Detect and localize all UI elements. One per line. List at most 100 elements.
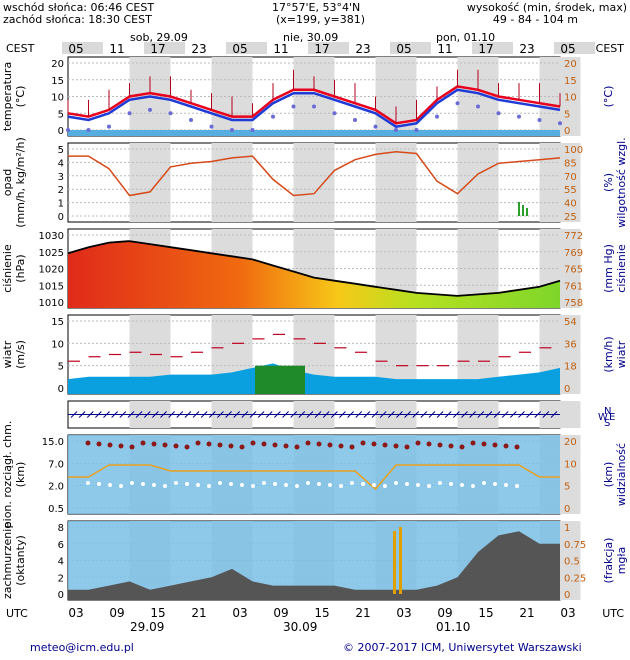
right-axis-unit: (%) <box>602 173 615 192</box>
left-tick: 0 <box>58 212 64 223</box>
panel-precip <box>67 142 581 223</box>
dewpoint-point <box>291 104 296 109</box>
wind-direction-arrow <box>86 411 94 418</box>
precip-bar <box>522 205 524 216</box>
footer-email[interactable]: meteo@icm.edu.pl <box>30 641 134 654</box>
cloud-base-point <box>218 481 222 485</box>
wind-direction-arrow <box>298 411 306 418</box>
cloud-base-point <box>108 483 112 487</box>
wind-direction-arrow <box>412 411 420 418</box>
left-tick: 10 <box>51 339 64 350</box>
top-tz-left: CEST <box>6 42 35 55</box>
bottom-hour-label: 09 <box>109 606 124 620</box>
left-axis-unit: (mm/h, kg/m²/h) <box>14 137 27 228</box>
wind-direction-arrow <box>274 411 281 418</box>
compass-e: E <box>609 412 615 423</box>
dewpoint-point <box>496 111 501 116</box>
wind-direction-arrow <box>493 411 501 418</box>
left-tick: 15 <box>51 317 64 328</box>
top-tz-right: CEST <box>596 42 625 55</box>
left-tick: 0 <box>58 126 64 137</box>
right-tick: 5 <box>564 109 570 120</box>
left-axis-label: pion. rozciągł. chm. <box>1 421 14 529</box>
cloud-top-point <box>404 444 410 450</box>
right-tick: 25 <box>564 212 577 223</box>
wind-direction-arrow <box>233 411 241 418</box>
visibility-line <box>68 464 560 491</box>
left-tick: 6 <box>58 540 64 551</box>
bottom-hour-label: 03 <box>68 606 83 620</box>
cloud-base-point <box>196 483 200 487</box>
wind-direction-arrow <box>192 411 200 418</box>
right-tick: 0 <box>564 384 570 395</box>
dewpoint-point <box>189 117 193 122</box>
cloud-base-point <box>306 481 310 485</box>
wind-strong-area <box>255 365 305 394</box>
cloud-top-point <box>162 442 168 448</box>
dewpoint-point <box>107 124 111 129</box>
compass-w: W <box>598 412 608 423</box>
top-hour-label: 23 <box>191 42 206 56</box>
cloud-base-point <box>163 484 167 488</box>
right-axis-unit: (mm Hg) <box>602 244 615 293</box>
right-tick: 769 <box>564 248 583 259</box>
right-tick: 36 <box>564 339 577 350</box>
wind-direction-arrow <box>453 411 460 418</box>
cloud-base-point <box>207 484 211 488</box>
wind-speed-area <box>68 363 560 394</box>
cloud-base-point <box>262 481 266 485</box>
cloud-top-point <box>261 441 267 447</box>
left-tick: 15 <box>51 76 64 87</box>
cloud-top-point <box>426 441 432 447</box>
temp-series-line <box>67 88 561 129</box>
wind-direction-arrow <box>95 411 102 418</box>
grid-text: (x=199, y=381) <box>276 13 366 26</box>
bottom-date-label: 29.09 <box>130 620 164 634</box>
wind-direction-arrow <box>265 411 273 418</box>
right-tick: 0 <box>564 590 570 601</box>
day-band <box>129 143 171 222</box>
wind-direction-arrow <box>363 411 371 418</box>
dewpoint-point <box>209 124 214 129</box>
left-tick: 2 <box>58 573 64 584</box>
cloudbase-bg <box>68 435 560 514</box>
right-tick: 55 <box>564 185 577 196</box>
cloud-base-point <box>471 484 475 488</box>
wind-direction-arrow <box>379 411 387 418</box>
cloud-top-point <box>217 442 223 448</box>
wind-direction-arrow <box>241 411 249 418</box>
wind-direction-arrow <box>119 411 127 418</box>
cloud-base-point <box>372 483 376 487</box>
left-axis-unit: (km) <box>14 462 27 488</box>
dewpoint-point <box>250 128 255 132</box>
right-tick: 772 <box>564 231 583 242</box>
right-axis-label: widzialność <box>615 443 628 506</box>
cloud-base-point <box>405 482 409 486</box>
right-tick: 70 <box>564 172 577 183</box>
wind-direction-arrow <box>290 411 298 418</box>
cloud-top-point <box>514 444 520 450</box>
top-hour-label: 23 <box>519 42 534 56</box>
right-tick: 0.75 <box>564 540 586 551</box>
cloud-base-point <box>482 481 486 485</box>
top-hour-band <box>62 42 103 54</box>
top-hour-label: 17 <box>314 42 329 56</box>
sea-strip <box>68 130 560 136</box>
cloud-top-point <box>206 441 212 447</box>
precip-bar <box>526 208 528 216</box>
dewpoint-point <box>435 114 439 119</box>
wind-direction-arrow <box>306 411 314 418</box>
right-tick: 758 <box>564 298 583 309</box>
cloud-top-point <box>459 444 465 450</box>
cloud-top-point <box>195 440 201 446</box>
right-axis-label: mgła <box>615 547 628 575</box>
cloud-base-point <box>273 482 277 486</box>
cloud-top-point <box>481 441 487 447</box>
left-tick: 15.0 <box>42 437 64 448</box>
cloud-base-point <box>449 482 453 486</box>
dewpoint-point <box>537 117 542 122</box>
right-tick: 10 <box>564 93 577 104</box>
dewpoint-point <box>230 128 234 132</box>
right-tick: 40 <box>564 199 577 210</box>
top-hour-band <box>144 42 185 54</box>
